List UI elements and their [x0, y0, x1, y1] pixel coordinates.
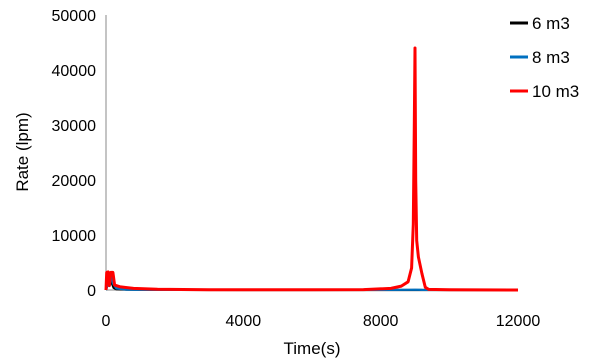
x-tick-labels: 0 4000 8000 12000	[102, 313, 541, 330]
y-tick-label: 20000	[52, 173, 97, 190]
y-tick-label: 40000	[52, 63, 97, 80]
legend-label-1: 8 m3	[532, 48, 570, 67]
y-tick-label: 50000	[52, 8, 97, 25]
y-axis-title: Rate (lpm)	[13, 112, 32, 191]
y-tick-label: 10000	[52, 228, 97, 245]
legend-label-0: 6 m3	[532, 14, 570, 33]
x-tick-label: 0	[102, 313, 111, 330]
y-tick-labels: 0 10000 20000 30000 40000 50000	[52, 8, 97, 300]
series-lines	[104, 46, 519, 292]
y-tick-label: 0	[87, 283, 96, 300]
y-tick-label: 30000	[52, 118, 97, 135]
x-tick-label: 4000	[226, 313, 262, 330]
x-tick-label: 8000	[363, 313, 399, 330]
x-tick-label: 12000	[496, 313, 541, 330]
series-line-2	[104, 46, 519, 292]
legend-label-2: 10 m3	[532, 82, 579, 101]
series-line-0	[104, 274, 518, 292]
series-line-1	[104, 273, 519, 292]
legend: 6 m3 8 m3 10 m3	[510, 14, 579, 101]
x-axis-title: Time(s)	[284, 339, 341, 358]
